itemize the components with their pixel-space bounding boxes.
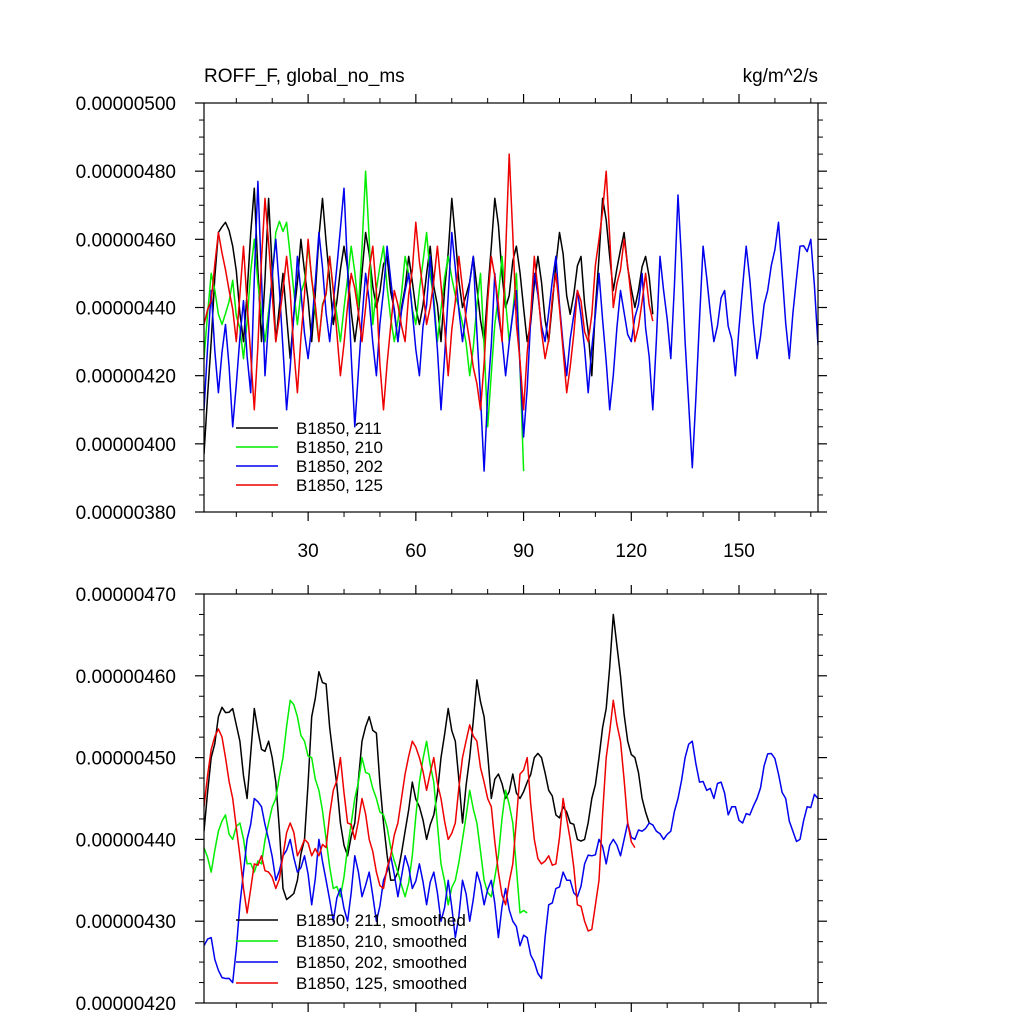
top-y-tick-label: 0.00000420 (76, 367, 176, 388)
top-y-tick-label: 0.00000480 (76, 162, 176, 183)
top-y-tick-label: 0.00000400 (76, 435, 176, 456)
bottom-legend-label: B1850, 211, smoothed (296, 911, 466, 930)
top-y-tick-label: 0.00000460 (76, 230, 176, 251)
top-legend-label: B1850, 211 (296, 419, 382, 438)
top-series-line-4 (204, 153, 654, 411)
top-y-tick-label: 0.00000380 (76, 503, 176, 524)
bottom-series-line-3 (204, 740, 818, 984)
top-legend-label: B1850, 202 (296, 457, 383, 476)
top-x-tick-label: 60 (405, 541, 426, 562)
panel-top: ROFF_F, global_no_ms kg/m^2/s 0.00000380… (76, 66, 827, 562)
chart-units-label: kg/m^2/s (743, 66, 818, 87)
top-y-tick-label: 0.00000500 (76, 94, 176, 115)
bottom-y-tick-label: 0.00000450 (76, 749, 176, 770)
bottom-y-tick-label: 0.00000430 (76, 912, 176, 933)
top-x-tick-label: 120 (615, 541, 647, 562)
top-legend-label: B1850, 125 (296, 476, 383, 495)
bottom-y-tick-label: 0.00000470 (76, 585, 176, 606)
bottom-series-line-2 (204, 699, 528, 914)
chart-title-left: ROFF_F, global_no_ms (204, 66, 405, 87)
top-y-tick-label: 0.00000440 (76, 299, 176, 320)
bottom-series-line-4 (204, 699, 636, 932)
panel-bottom: 0.00000420 0.00000430 0.00000440 0.00000450… (76, 585, 827, 1015)
bottom-legend-label: B1850, 125, smoothed (296, 974, 467, 993)
bottom-legend-label: B1850, 210, smoothed (296, 932, 467, 951)
bottom-legend-label: B1850, 202, smoothed (296, 953, 467, 972)
bottom-y-tick-label: 0.00000460 (76, 667, 176, 688)
top-x-tick-label: 150 (723, 541, 755, 562)
top-series-line-2 (204, 170, 525, 472)
top-x-tick-label: 90 (513, 541, 534, 562)
bottom-y-tick-label: 0.00000420 (76, 994, 176, 1015)
top-series-line-1 (204, 187, 654, 455)
bottom-series-line-1 (204, 613, 650, 901)
top-legend-label: B1850, 210 (296, 438, 383, 457)
top-series-line-3 (204, 180, 818, 472)
top-x-tick-label: 30 (298, 541, 319, 562)
bottom-y-tick-label: 0.00000440 (76, 830, 176, 851)
